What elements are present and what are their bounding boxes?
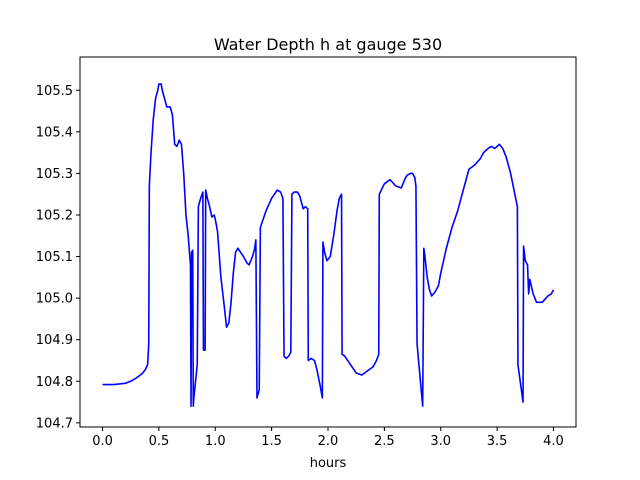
x-tick-label: 2.0 [318, 434, 339, 449]
y-tick-label: 105.4 [36, 125, 73, 140]
x-tick-label: 4.0 [543, 434, 564, 449]
x-tick-label: 1.0 [205, 434, 226, 449]
x-tick-label: 0.0 [92, 434, 113, 449]
y-tick-label: 105.2 [36, 208, 73, 223]
y-tick-label: 105.1 [36, 250, 73, 265]
x-axis-label: hours [310, 456, 347, 471]
x-tick-label: 3.0 [430, 434, 451, 449]
y-axis: 104.7 104.8 104.9 105.0 105.1 105.2 105.3 105.4… [36, 84, 80, 431]
y-tick-label: 105.0 [36, 292, 73, 307]
series-line-0 [102, 83, 555, 408]
x-tick-label: 3.5 [487, 434, 508, 449]
y-tick-label: 105.3 [36, 167, 73, 182]
x-axis: 0.0 0.5 1.0 1.5 2.0 2.5 3.0 3.5 4.0 [92, 427, 564, 449]
plot-area [102, 83, 555, 408]
y-tick-label: 104.9 [36, 333, 73, 348]
y-tick-label: 104.8 [36, 375, 73, 390]
chart-title: Water Depth h at gauge 530 [214, 35, 442, 54]
x-tick-label: 1.5 [261, 434, 282, 449]
x-tick-label: 2.5 [374, 434, 395, 449]
y-tick-label: 104.7 [36, 416, 73, 431]
x-tick-label: 0.5 [149, 434, 170, 449]
y-tick-label: 105.5 [36, 84, 73, 99]
